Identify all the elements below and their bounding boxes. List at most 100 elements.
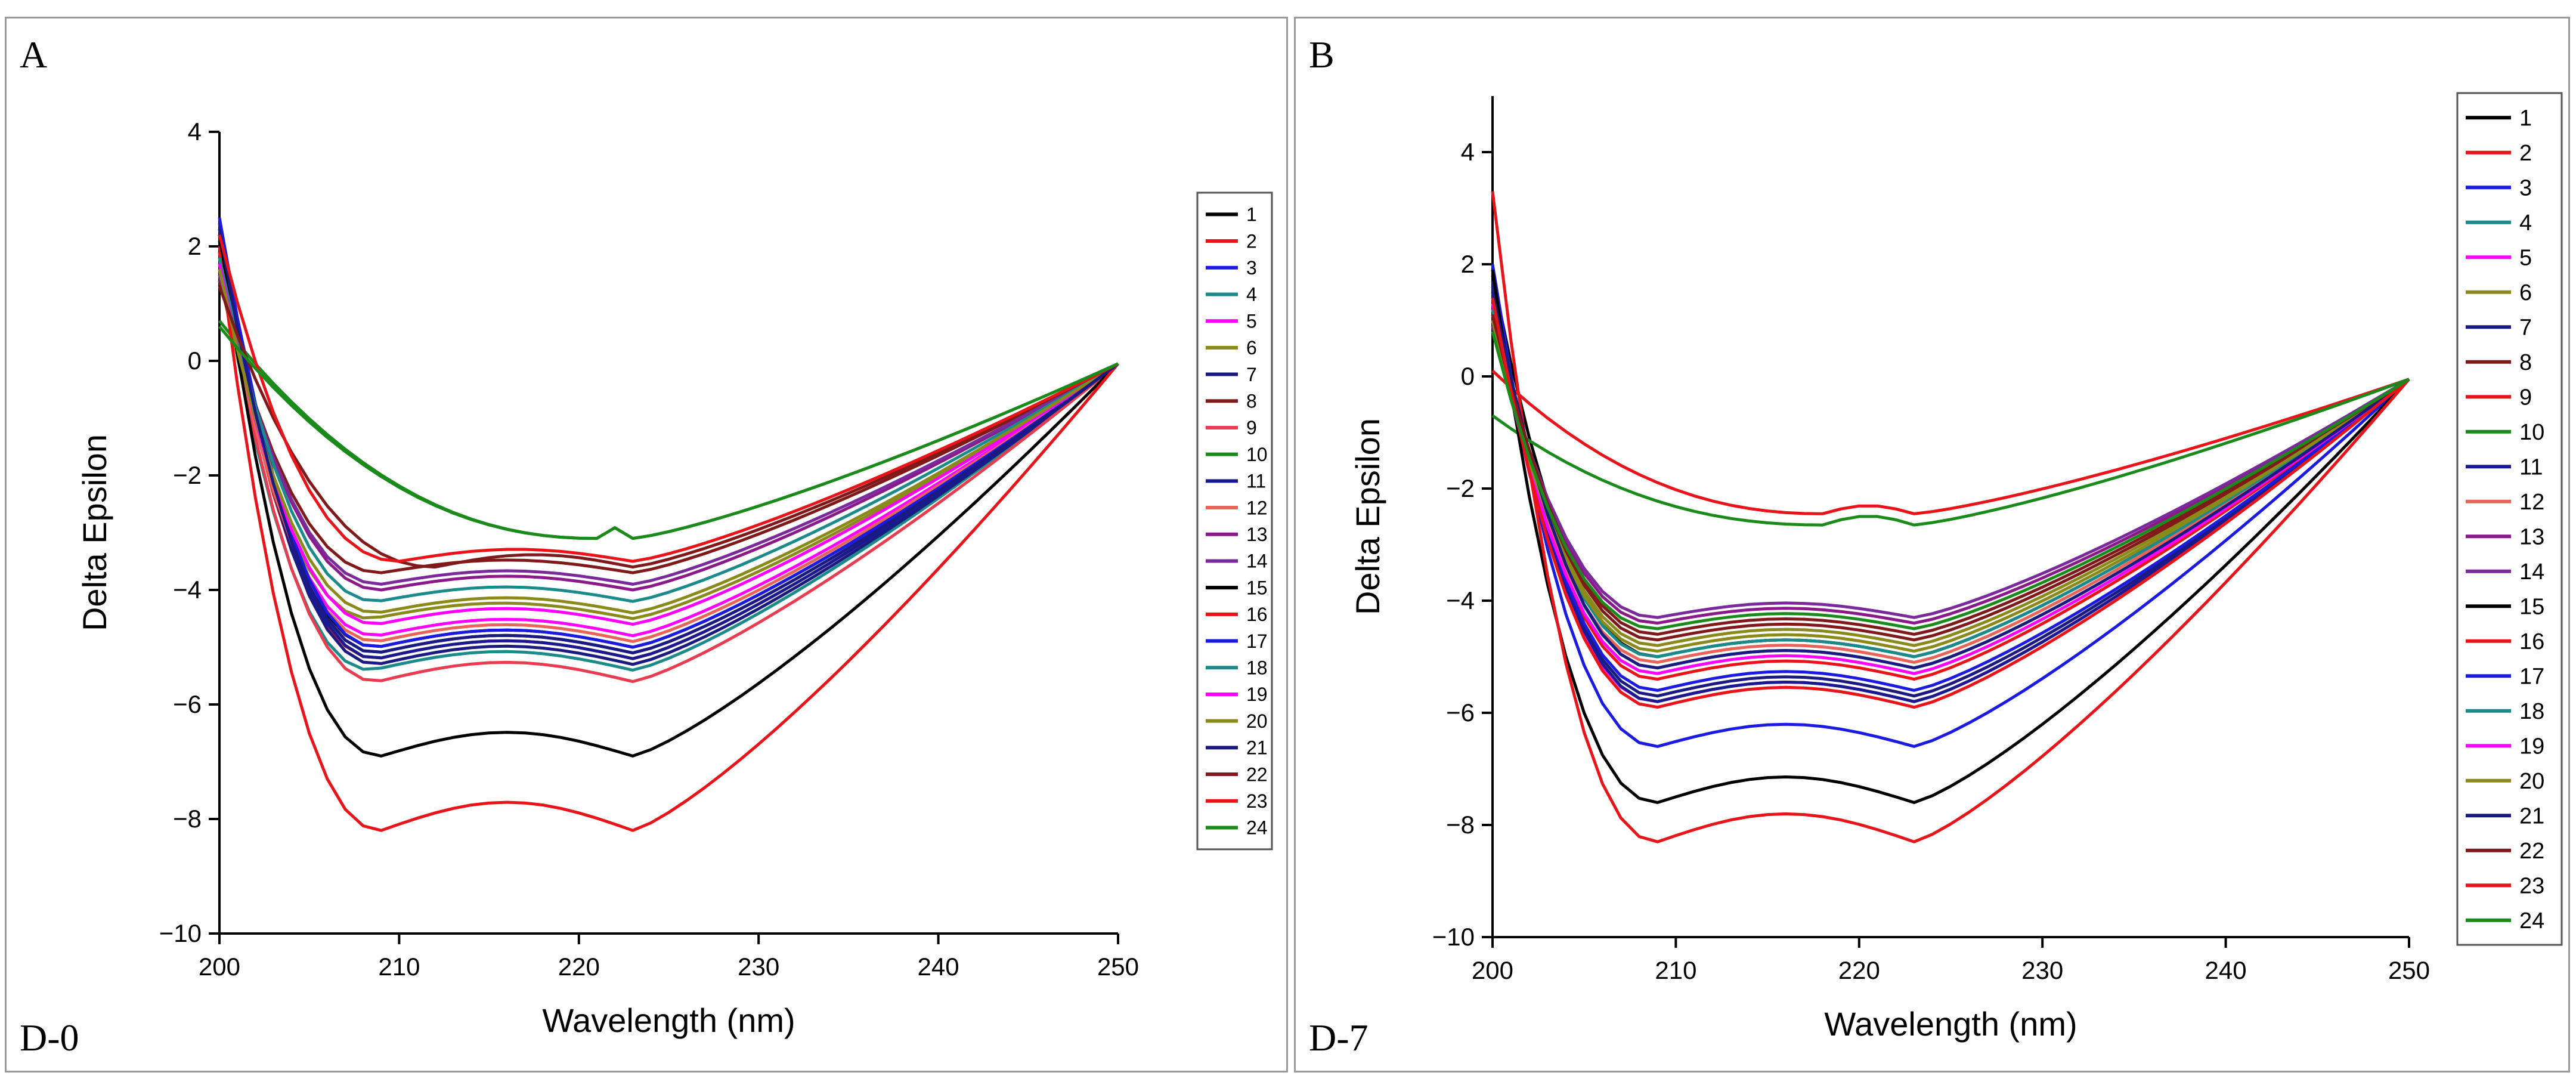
series-line-3 (1491, 264, 2410, 748)
legend-label: 8 (2519, 350, 2532, 375)
legend-label: 11 (1246, 471, 1266, 492)
series-line-21 (218, 228, 1119, 655)
y-tick-label: 2 (188, 232, 202, 260)
y-tick-label: −2 (1446, 474, 1475, 502)
series-line-8 (218, 280, 1119, 574)
legend-box (2456, 92, 2563, 946)
y-tick-label: 2 (1461, 250, 1475, 278)
y-tick-label: 0 (188, 347, 202, 375)
series-line-24 (1491, 331, 2410, 631)
legend-label: 11 (2519, 455, 2543, 480)
legend-label: 12 (1246, 497, 1268, 518)
series-line-12 (1491, 320, 2410, 664)
legend-label: 5 (1246, 310, 1257, 332)
y-tick-label: 4 (188, 118, 202, 146)
legend-label: 14 (1246, 551, 1268, 572)
series-line-8 (1491, 314, 2410, 642)
series-line-13 (1491, 325, 2410, 625)
legend-label: 18 (1246, 657, 1268, 678)
legend-label: 6 (2519, 280, 2532, 305)
x-tick-label: 210 (378, 953, 420, 981)
legend-label: 16 (1246, 604, 1268, 625)
legend-label: 4 (2519, 211, 2532, 236)
series-line-16 (1491, 191, 2410, 843)
y-tick-label: −8 (1446, 811, 1475, 839)
series-line-7 (1491, 286, 2410, 698)
series-line-9 (1491, 369, 2410, 515)
x-axis-title: Wavelength (nm) (542, 1002, 795, 1039)
series-line-4 (218, 257, 1119, 672)
panel-letter: B (1309, 33, 1335, 76)
x-tick-label: 240 (2205, 956, 2247, 984)
legend-label: 3 (2519, 176, 2532, 201)
legend-label: 17 (1246, 631, 1268, 652)
legend-label: 12 (2519, 490, 2544, 515)
x-tick-label: 200 (199, 953, 240, 981)
y-tick-label: −10 (1432, 923, 1475, 951)
series-line-15 (1491, 270, 2410, 804)
y-axis-title: Delta Epsilon (1349, 418, 1386, 615)
legend-label: 23 (1246, 790, 1268, 812)
series-line-24 (218, 325, 1119, 540)
legend-label: 18 (2519, 699, 2544, 724)
legend-box (1196, 191, 1273, 851)
legend-label: 13 (2519, 525, 2544, 550)
legend-label: 8 (1246, 390, 1257, 412)
legend-label: 9 (2519, 385, 2532, 410)
x-tick-label: 210 (1655, 956, 1696, 984)
series-line-9 (218, 252, 1119, 684)
x-axis-title: Wavelength (nm) (1824, 1005, 2077, 1043)
legend-label: 21 (1246, 737, 1268, 759)
legend-label: 14 (2519, 560, 2544, 585)
series-line-22 (1491, 314, 2410, 636)
y-tick-label: −6 (173, 690, 202, 718)
series-line-20 (1491, 320, 2410, 653)
series-line-6 (1491, 320, 2410, 647)
series-line-10 (1491, 378, 2410, 527)
series-line-13 (218, 268, 1119, 592)
series-line-20 (218, 268, 1119, 614)
legend-label: 20 (1246, 710, 1268, 732)
x-tick-label: 250 (2388, 956, 2430, 984)
series-group (218, 217, 1119, 832)
series-line-7 (218, 228, 1119, 666)
x-tick-label: 220 (1838, 956, 1880, 984)
legend-label: 2 (1246, 230, 1257, 252)
series-line-5 (218, 268, 1119, 638)
y-tick-label: −4 (1446, 586, 1475, 614)
x-tick-label: 230 (2021, 956, 2063, 984)
y-tick-label: −8 (173, 805, 202, 833)
legend-label: 5 (2519, 246, 2532, 271)
y-tick-label: −4 (173, 576, 202, 604)
series-line-6 (218, 274, 1119, 620)
condition-label: D-7 (1309, 1016, 1368, 1059)
legend-label: 19 (1246, 684, 1268, 705)
series-group (1491, 191, 2410, 843)
y-tick-label: −6 (1446, 699, 1475, 727)
legend-label: 17 (2519, 665, 2544, 690)
series-line-22 (218, 286, 1119, 569)
condition-label: D-0 (20, 1016, 79, 1059)
panel-a: A D-0 −10 −8 −6 −4 −2 0 2 4 200 210 220 230 240 250 Wa… (5, 17, 1288, 1073)
legend-label: 16 (2519, 629, 2544, 654)
x-tick-label: 220 (558, 953, 600, 981)
series-line-19 (218, 263, 1119, 626)
legend-label: 6 (1246, 337, 1257, 358)
legend-label: 24 (2519, 908, 2544, 934)
series-line-11 (1491, 280, 2410, 703)
legend-label: 7 (1246, 364, 1257, 385)
legend-label: 9 (1246, 417, 1257, 438)
legend-label: 22 (2519, 839, 2544, 864)
series-line-2 (1491, 308, 2410, 681)
y-tick-label: 4 (1461, 138, 1475, 166)
series-line-14 (1491, 325, 2410, 619)
legend-label: 23 (2519, 874, 2544, 899)
series-line-12 (218, 263, 1119, 643)
y-axis-title: Delta Epsilon (76, 434, 113, 631)
legend-label: 10 (2519, 420, 2544, 445)
legend-label: 13 (1246, 524, 1268, 545)
legend-label: 2 (2519, 141, 2532, 166)
legend-label: 21 (2519, 804, 2544, 829)
